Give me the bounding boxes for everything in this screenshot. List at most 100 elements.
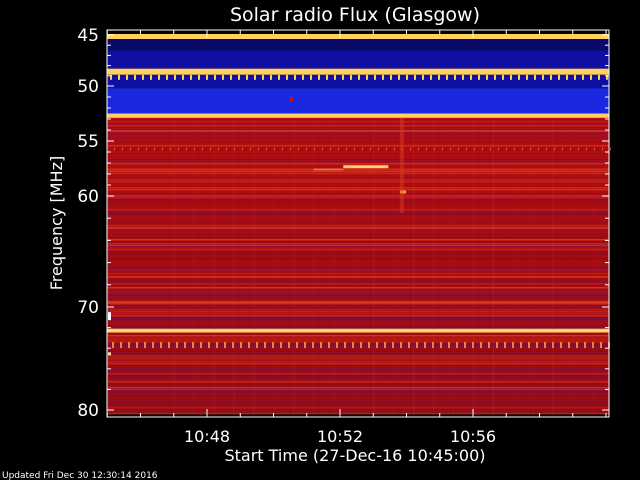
tick-dash [552, 342, 554, 349]
tick-dash [282, 147, 283, 151]
tick-dash [248, 342, 250, 349]
tick-dash [192, 342, 194, 349]
tick-dash [160, 342, 162, 349]
time-streak [333, 119, 335, 417]
tick-dash [144, 342, 146, 349]
tick-dash [418, 147, 419, 151]
streak [107, 351, 609, 353]
dark-line [107, 290, 609, 293]
streak [107, 365, 609, 367]
streak [107, 143, 609, 145]
tick-dash [158, 74, 160, 80]
frequency-band-5 [107, 88, 609, 114]
streak [107, 287, 609, 289]
time-streak [492, 119, 494, 417]
streak [107, 263, 609, 265]
streak [107, 379, 609, 381]
tick-dash [518, 74, 520, 80]
burst-feature [313, 168, 344, 171]
streak [107, 359, 609, 361]
tick-dash [214, 74, 216, 80]
tick-dash [290, 147, 291, 151]
time-streak [572, 119, 574, 417]
tick-dash [178, 147, 179, 151]
streak [107, 289, 609, 291]
tick-dash [570, 147, 571, 151]
tick-dash [392, 342, 394, 349]
time-streak [532, 119, 534, 417]
streak [107, 297, 609, 299]
tick-dash [576, 342, 578, 349]
streak [107, 387, 609, 389]
streak [107, 371, 609, 373]
tick-dash [264, 342, 266, 349]
tick-dash [350, 74, 352, 80]
streak [107, 333, 609, 335]
tick-dash [366, 74, 368, 80]
tick-dash [342, 74, 344, 80]
streak [107, 339, 609, 341]
streak [107, 199, 609, 201]
tick-dash [466, 147, 467, 151]
tick-dash [288, 342, 290, 349]
streak [107, 261, 609, 263]
tick-dash [334, 74, 336, 80]
dark-line [107, 317, 609, 320]
streak [107, 395, 609, 397]
streak [107, 193, 609, 195]
streak [107, 127, 609, 129]
streak [107, 345, 609, 347]
tick-dash [362, 147, 363, 151]
streak [107, 243, 609, 245]
tick-dash [120, 342, 122, 349]
tick-dash [318, 74, 320, 80]
tick-dash [594, 147, 595, 151]
streak [107, 151, 609, 153]
time-streak [453, 119, 455, 417]
time-streak [373, 119, 375, 417]
tick-dash [224, 342, 226, 349]
burst-feature [399, 190, 406, 194]
tick-dash [426, 147, 427, 151]
tick-dash [136, 342, 138, 349]
tick-dash [208, 342, 210, 349]
tick-dash [254, 74, 256, 80]
tick-dash [438, 74, 440, 80]
tick-dash [210, 147, 211, 151]
tick-dash [354, 147, 355, 151]
tick-dash [496, 342, 498, 349]
tick-dash [560, 342, 562, 349]
tick-dash [346, 147, 347, 151]
tick-dash [520, 342, 522, 349]
streak [107, 147, 609, 149]
tick-dash [574, 74, 576, 80]
streak [107, 323, 609, 325]
tick-dash [174, 74, 176, 80]
tick-dash [274, 147, 275, 151]
tick-dash [398, 74, 400, 80]
tick-dash [528, 342, 530, 349]
streak [107, 253, 609, 255]
burst-feature [399, 117, 404, 213]
streak [107, 259, 609, 261]
streak [107, 195, 609, 197]
tick-dash [440, 342, 442, 349]
time-streak [173, 119, 175, 417]
streak [107, 251, 609, 253]
tick-dash [162, 147, 163, 151]
streak [107, 173, 609, 175]
tick-dash [442, 147, 443, 151]
dark-line [107, 245, 609, 248]
tick-dash [176, 342, 178, 349]
tick-dash [128, 342, 130, 349]
tick-dash [230, 74, 232, 80]
streak [107, 231, 609, 233]
streak [107, 273, 609, 275]
burst-feature [290, 97, 294, 102]
streak [107, 221, 609, 223]
frequency-band-4 [107, 74, 609, 89]
tick-dash [134, 74, 136, 80]
tick-dash [568, 342, 570, 349]
streak [107, 225, 609, 227]
streak [107, 315, 609, 317]
